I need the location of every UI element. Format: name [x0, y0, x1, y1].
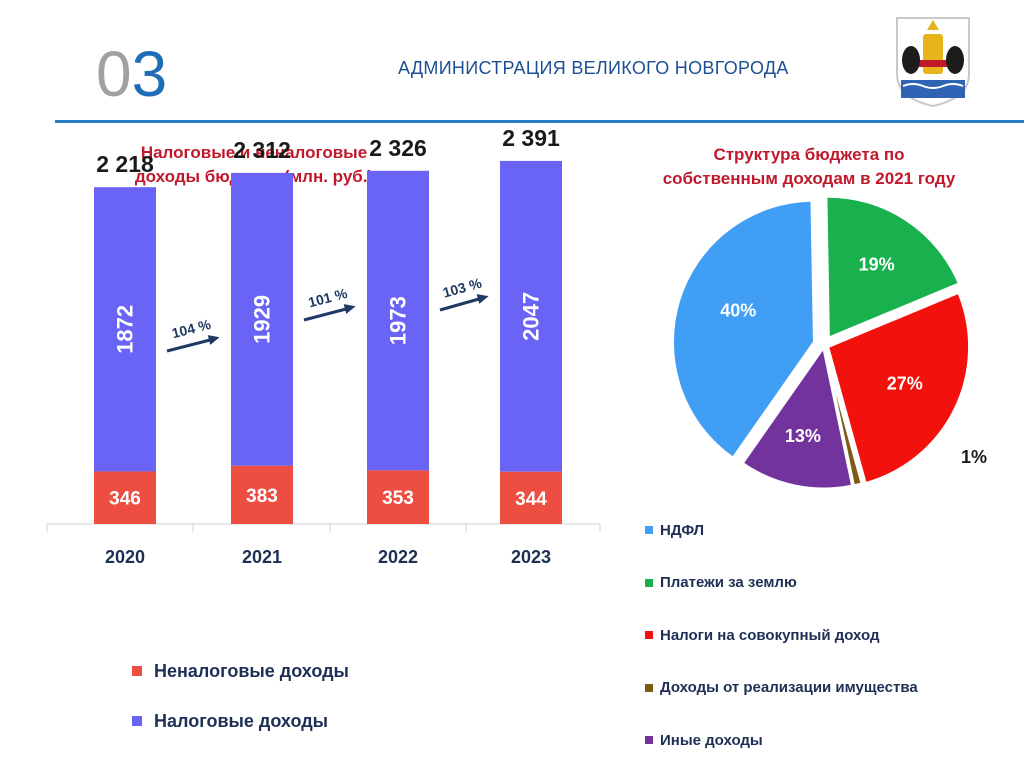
coat-of-arms-icon — [896, 17, 970, 108]
pie-legend-item-aggregate: Налоги на совокупный доход — [645, 609, 918, 662]
pie-chart-legend: НДФЛ Платежи за землю Налоги на совокупн… — [645, 504, 918, 767]
legend-label-nontax: Неналоговые доходы — [154, 660, 349, 681]
bar-total-2021: 2 312 — [233, 137, 291, 163]
pie-legend-swatch-aggregate — [645, 631, 653, 640]
pie-legend-swatch-property — [645, 683, 653, 692]
bar-nontax-2023 — [500, 471, 562, 524]
x-tick-label-2022: 2022 — [378, 547, 418, 567]
pie-slice-2 — [825, 290, 972, 486]
pie-label-3: 1% — [961, 447, 987, 467]
growth-arrow-line-2 — [439, 297, 480, 312]
growth-arrow-head-1 — [343, 304, 356, 314]
pie-legend-label-other: Иные доходы — [660, 731, 763, 749]
legend-item-nontax: Неналоговые доходы — [132, 646, 349, 696]
x-tick-label-2021: 2021 — [242, 547, 282, 567]
bar-label-tax-2023: 2047 — [519, 292, 544, 341]
bar-label-nontax-2021: 383 — [246, 486, 278, 507]
pie-label-4: 13% — [785, 426, 821, 446]
bar-total-2023: 2 391 — [502, 125, 560, 151]
bar-label-tax-2020: 1872 — [113, 305, 138, 354]
pie-legend-item-ndfl: НДФЛ — [645, 504, 918, 557]
right-chart-title: Структура бюджета по собственным доходам… — [634, 143, 984, 191]
x-tick-label-2023: 2023 — [511, 547, 551, 567]
slide-number-grey-digit: 0 — [96, 38, 132, 110]
growth-arrow-head-0 — [207, 335, 220, 345]
pie-legend-label-land: Платежи за землю — [660, 574, 797, 592]
organization-title: АДМИНИСТРАЦИЯ ВЕЛИКОГО НОВГОРОДА — [398, 58, 789, 78]
legend-swatch-nontax — [132, 666, 142, 676]
bar-total-2020: 2 218 — [96, 151, 154, 177]
bar-label-nontax-2020: 346 — [109, 489, 141, 510]
bar-nontax-2022 — [367, 470, 429, 524]
pie-legend-swatch-land — [645, 578, 653, 587]
bar-nontax-2021 — [231, 465, 293, 524]
bar-label-tax-2021: 1929 — [250, 295, 275, 344]
legend-label-tax: Налоговые доходы — [154, 710, 328, 731]
growth-arrow-head-2 — [476, 294, 489, 304]
slide-number: 03 — [96, 34, 167, 114]
bar-chart: 346 1872 2 218 2020 383 1929 2 312 2021 353 1973 2… — [46, 125, 601, 567]
header-divider — [55, 120, 1024, 123]
pie-legend-label-aggregate: Налоги на совокупный доход — [660, 626, 880, 644]
slide-number-blue-digit: 3 — [131, 38, 168, 110]
pie-slice-1 — [824, 194, 962, 341]
growth-arrow-line-0 — [166, 338, 211, 353]
pie-label-0: 40% — [720, 300, 756, 320]
bar-tax-2022 — [367, 170, 429, 471]
bar-chart-legend: Неналоговые доходы Налоговые доходы — [132, 646, 349, 746]
bar-label-tax-2022: 1973 — [386, 296, 411, 345]
pie-legend-item-property: Доходы от реализации имущества — [645, 662, 918, 715]
bar-tax-2020 — [94, 187, 156, 472]
pie-legend-item-other: Иные доходы — [645, 714, 918, 767]
pie-slice-0 — [670, 198, 816, 461]
bar-label-nontax-2023: 344 — [515, 489, 547, 510]
pie-chart: 40% 19% 27% 1% 13% — [670, 194, 987, 491]
growth-arrow-line-1 — [303, 307, 347, 322]
pie-legend-swatch-ndfl — [645, 526, 653, 535]
legend-item-tax: Налоговые доходы — [132, 696, 349, 746]
bar-total-2022: 2 326 — [369, 135, 427, 161]
pie-slice-4 — [740, 343, 855, 491]
pie-legend-swatch-other — [645, 736, 653, 745]
left-chart-title-line-1: Налоговые и неналоговые — [140, 143, 368, 162]
bar-label-nontax-2022: 353 — [382, 488, 414, 509]
pie-legend-item-land: Платежи за землю — [645, 557, 918, 610]
bar-nontax-2020 — [94, 471, 156, 524]
x-tick-label-2020: 2020 — [105, 547, 145, 567]
right-chart-title-line-2: собственным доходам в 2021 году — [662, 169, 956, 188]
pie-label-1: 19% — [859, 255, 895, 275]
pie-legend-label-ndfl: НДФЛ — [660, 521, 705, 539]
right-chart-title-line-1: Структура бюджета по — [713, 145, 905, 164]
pie-legend-label-property: Доходы от реализации имущества — [660, 679, 918, 697]
bar-tax-2023 — [500, 160, 562, 472]
growth-label-0: 104 % — [170, 316, 213, 341]
legend-swatch-tax — [132, 716, 142, 726]
pie-label-2: 27% — [887, 373, 923, 393]
growth-label-1: 101 % — [307, 285, 350, 311]
bar-tax-2021 — [231, 172, 293, 466]
